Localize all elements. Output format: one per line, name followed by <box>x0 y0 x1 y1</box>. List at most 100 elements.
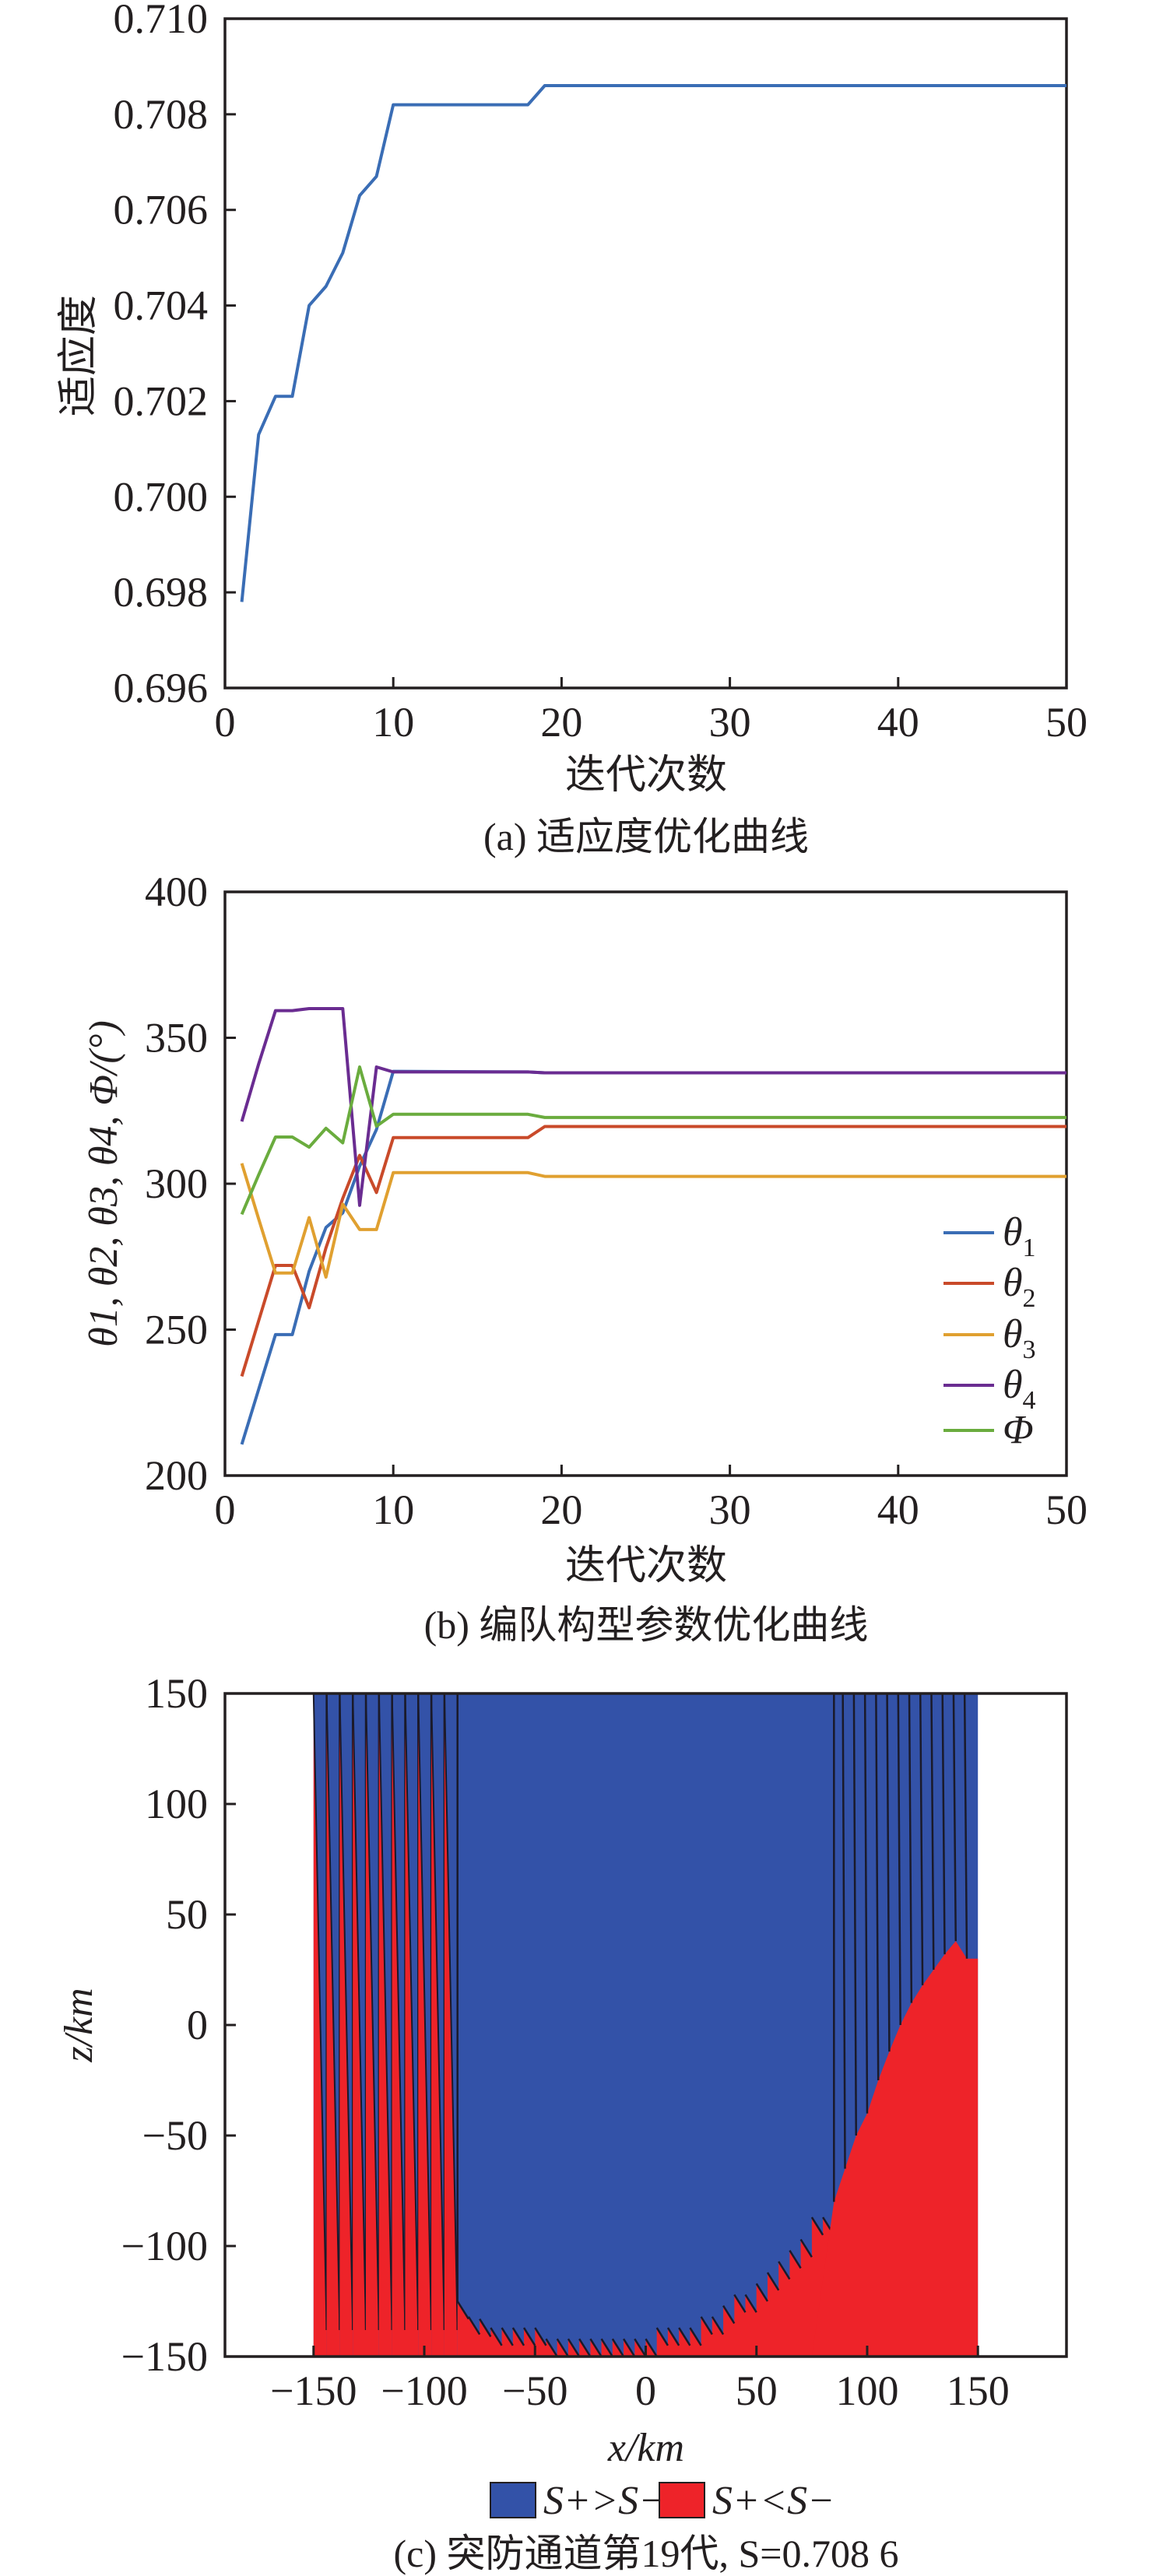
x-tick-label: −50 <box>502 2367 567 2414</box>
sawtooth-edge <box>799 2238 813 2258</box>
sawtooth-edge <box>778 2261 791 2280</box>
penetration-channel-chart: z/km x/km S+>S− S+<S− (c) 突防通道第19代, S=0.… <box>57 1670 1068 2575</box>
sawtooth-edge <box>789 2250 802 2269</box>
legend-swatch-blue <box>490 2482 536 2518</box>
y-tick-label: 300 <box>145 1160 208 1207</box>
y-tick-label: 0.710 <box>114 0 209 42</box>
series-line-4 <box>240 1065 1066 1216</box>
sawtooth-edge <box>655 2327 669 2346</box>
stripe-diagonal <box>391 1693 406 2330</box>
sawtooth-edge <box>622 2338 636 2357</box>
x-tick-label: 30 <box>709 1486 751 1533</box>
fan-edge <box>897 1693 901 2026</box>
sawtooth-edge <box>810 2216 824 2236</box>
stripe-diagonal <box>312 1693 328 2330</box>
x-tick-label: −100 <box>381 2367 467 2414</box>
sawtooth-edge <box>645 2338 658 2357</box>
sawtooth-edge <box>467 2316 481 2336</box>
legend-swatch-red <box>659 2482 705 2518</box>
x-tick-label: 100 <box>835 2367 898 2414</box>
sawtooth-edge <box>711 2316 725 2336</box>
chart-caption: (c) 突防通道第19代, S=0.708 6 <box>394 2532 899 2575</box>
y-tick-label: 0 <box>187 2002 208 2048</box>
fan-edge <box>875 1693 880 2081</box>
sawtooth-edge <box>567 2338 581 2357</box>
y-tick-label: −150 <box>121 2333 208 2380</box>
legend-label-4: Φ <box>1003 1408 1034 1452</box>
series-line-0 <box>240 84 1066 602</box>
stripe-diagonal <box>325 1693 341 2330</box>
x-tick-label: 40 <box>877 1486 919 1533</box>
sawtooth-edge <box>600 2338 613 2357</box>
y-tick-label: 0.698 <box>114 569 209 616</box>
fan-edge <box>952 1693 958 1942</box>
x-tick-label: 30 <box>709 699 751 746</box>
sawtooth-edge <box>511 2327 525 2346</box>
legend-label-3: θ4 <box>1003 1363 1036 1415</box>
y-tick-label: 400 <box>145 869 208 915</box>
fan-edge <box>852 1693 857 2136</box>
stripe-diagonal <box>378 1693 393 2330</box>
x-axis-label: 迭代次数 <box>565 1544 727 1588</box>
y-tick-label: 0.702 <box>114 377 209 424</box>
sawtooth-edge <box>589 2338 603 2357</box>
sawtooth-edge <box>722 2305 736 2325</box>
stripe-diagonal <box>365 1693 380 2330</box>
y-tick-label: 0.696 <box>114 665 209 711</box>
legend-label-1: θ2 <box>1003 1261 1036 1313</box>
fan-edge <box>908 1693 913 2003</box>
sawtooth-edge <box>456 2301 469 2320</box>
formation-params-chart: θ1, θ2, θ3, θ4, Φ/(°) 迭代次数 (b) 编队构型参数优化曲… <box>82 869 1088 1647</box>
chart-caption: (a) 适应度优化曲线 <box>483 815 809 858</box>
sawtooth-edge <box>556 2338 569 2357</box>
legend-label-0: θ1 <box>1003 1210 1036 1262</box>
x-axis-label: x/km <box>607 2426 684 2470</box>
y-tick-label: 0.708 <box>114 91 209 138</box>
x-tick-label: 20 <box>540 1486 582 1533</box>
x-tick-label: 150 <box>947 2367 1010 2414</box>
x-tick-label: 10 <box>372 1486 414 1533</box>
fan-edge <box>919 1693 924 1985</box>
plot-frame <box>223 890 1068 1477</box>
sawtooth-edge <box>534 2327 547 2346</box>
sawtooth-edge <box>766 2272 780 2291</box>
x-tick-label: −150 <box>270 2367 357 2414</box>
fan-edge <box>842 1693 846 2169</box>
sawtooth-edge <box>578 2338 592 2357</box>
y-tick-label: 100 <box>145 1781 208 1827</box>
sawtooth-edge <box>479 2318 492 2338</box>
x-tick-label: 50 <box>1045 1486 1088 1533</box>
y-tick-label: −100 <box>121 2223 208 2269</box>
sawtooth-edge <box>611 2338 625 2357</box>
x-tick-label: 50 <box>1045 699 1088 746</box>
sawtooth-edge <box>522 2327 536 2346</box>
y-axis-label: θ1, θ2, θ3, θ4, Φ/(°) <box>82 1020 126 1347</box>
sawtooth-edge <box>678 2327 691 2346</box>
x-axis-label: 迭代次数 <box>565 753 727 798</box>
region-blue <box>313 1693 979 2357</box>
y-axis-label: 适应度 <box>57 295 101 416</box>
y-tick-label: −50 <box>142 2112 208 2159</box>
y-tick-label: 250 <box>145 1307 208 1353</box>
stripe-diagonal <box>352 1693 367 2330</box>
sawtooth-edge <box>744 2293 757 2313</box>
y-tick-label: 150 <box>145 1670 208 1717</box>
legend: S+>S− S+<S− <box>490 2479 835 2523</box>
sawtooth-edge <box>501 2327 514 2346</box>
fan-edge <box>941 1693 946 1955</box>
x-tick-label: 40 <box>877 699 919 746</box>
sawtooth-edge <box>733 2293 747 2313</box>
x-tick-label: 20 <box>540 699 582 746</box>
sawtooth-edge <box>545 2338 558 2357</box>
y-tick-label: 0.704 <box>114 283 209 329</box>
x-tick-label: 10 <box>372 699 414 746</box>
legend-label-blue: S+>S− <box>543 2479 666 2523</box>
fan-edge <box>863 1693 869 2114</box>
y-tick-label: 50 <box>166 1891 208 1938</box>
x-tick-label: 0 <box>635 2367 656 2414</box>
series-line-2 <box>240 1163 1066 1279</box>
x-tick-label: 50 <box>736 2367 778 2414</box>
sawtooth-edge <box>700 2316 713 2336</box>
stripe-diagonal <box>404 1693 420 2330</box>
